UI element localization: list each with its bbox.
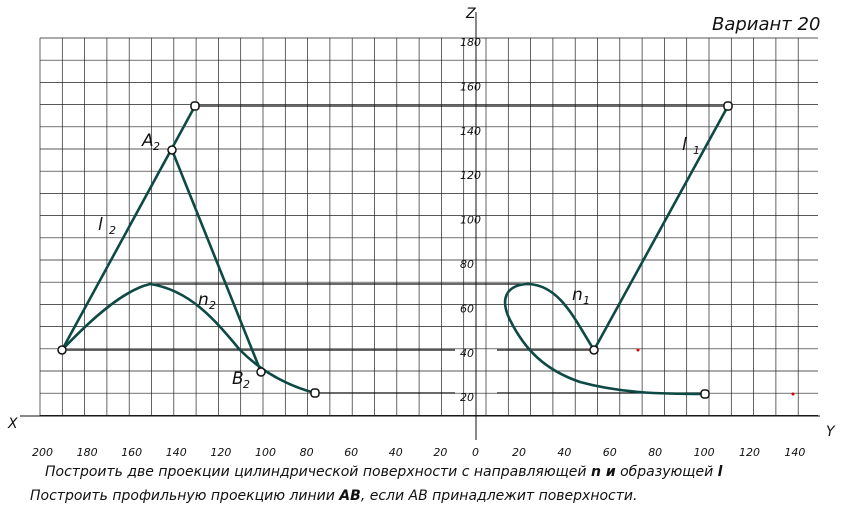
point-label: n <box>572 285 583 305</box>
red-dot <box>636 348 640 352</box>
point-label: B <box>232 369 244 389</box>
point-label-sub: 2 <box>209 299 216 312</box>
z-tick-label: 60 <box>460 302 474 315</box>
axis-name: X <box>7 416 18 432</box>
z-tick-label: 180 <box>460 36 481 49</box>
point-label-sub: 1 <box>693 144 700 157</box>
z-tick-label: 100 <box>460 214 481 227</box>
y-tick-label: 20 <box>512 446 526 459</box>
y-tick-label: 40 <box>557 446 571 459</box>
links <box>62 105 728 394</box>
y-tick-label: 80 <box>648 446 662 459</box>
text: n и <box>591 464 616 480</box>
z-tick-label: 160 <box>460 80 481 93</box>
point-label-sub: 2 <box>109 224 116 237</box>
origin-label: 0 <box>472 446 479 459</box>
y-tick-label: 140 <box>784 446 805 459</box>
text: AB <box>338 488 361 504</box>
x-tick-label: 80 <box>300 446 314 459</box>
red-dot <box>791 392 795 396</box>
point-label-sub: 2 <box>153 140 160 153</box>
z-tick-label: 120 <box>460 169 481 182</box>
text: Построить профильную проекцию линии <box>30 488 339 504</box>
x-tick-label: 140 <box>166 446 187 459</box>
axis-name: Z <box>465 6 476 22</box>
point-label-sub: 1 <box>583 294 590 307</box>
y-tick-label: 60 <box>603 446 617 459</box>
point-label: A <box>141 131 154 151</box>
point-label: l <box>682 135 687 155</box>
point-label: n <box>198 290 209 310</box>
y-tick-label: 120 <box>739 446 760 459</box>
x-tick-label: 180 <box>77 446 98 459</box>
x-tick-label: 100 <box>255 446 276 459</box>
z-tick-label: 40 <box>460 347 474 360</box>
text: образующей <box>616 464 718 480</box>
title: Вариант 20 <box>712 14 820 35</box>
z-tick-label: 80 <box>460 258 474 271</box>
grid <box>39 37 818 416</box>
x-tick-label: 40 <box>389 446 403 459</box>
points <box>57 101 733 399</box>
text: Построить две проекции цилиндрической по… <box>45 464 591 480</box>
x-tick-label: 160 <box>121 446 142 459</box>
x-tick-label: 60 <box>344 446 358 459</box>
y-tick-label: 100 <box>694 446 715 459</box>
x-tick-label: 20 <box>433 446 447 459</box>
point-label-sub: 2 <box>243 378 250 391</box>
x-tick-label: 120 <box>210 446 231 459</box>
z-tick-label: 140 <box>460 125 481 138</box>
text: l <box>718 464 723 480</box>
task-line: Построить две проекции цилиндрической по… <box>45 464 723 480</box>
task-line: Построить профильную проекцию линии AB, … <box>30 488 637 504</box>
z-tick-label: 20 <box>460 391 474 404</box>
axis-name: Y <box>826 424 836 440</box>
point-label: l <box>98 215 103 235</box>
x-tick-label: 200 <box>32 446 53 459</box>
text: , если AB принадлежит поверхности. <box>361 488 638 504</box>
